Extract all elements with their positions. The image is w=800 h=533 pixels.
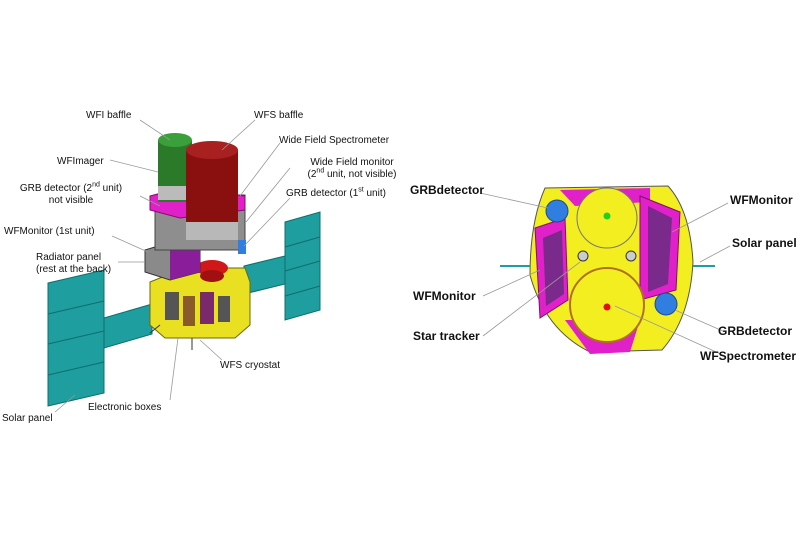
label-solar-panel-left: Solar panel (2, 413, 53, 424)
label-grb-detector-2-title: GRB detector (2nd unit) (19, 181, 123, 194)
label-grbdetector-top: GRBdetector (410, 183, 485, 197)
left-bus-body (149, 267, 251, 350)
label-wfmonitor-top: WFMonitor (730, 193, 793, 207)
label-wfi-baffle: WFI baffle (86, 110, 132, 121)
label-solar-panel-right: Solar panel (732, 236, 797, 250)
label-wfs-cryostat: WFS cryostat (220, 360, 281, 371)
label-radiator-panel: Radiator panel (rest at the back) (36, 252, 111, 276)
label-grb-detector-1: GRB detector (1st unit) (286, 186, 386, 199)
star-tracker-right-shape (625, 250, 637, 262)
label-star-tracker: Star tracker (413, 329, 480, 343)
grb-detector-top-shape (545, 199, 569, 223)
label-wfs-baffle: WFS baffle (254, 110, 304, 121)
label-radiator-panel-title: Radiator panel (36, 252, 102, 263)
label-wfimager: WFImager (57, 156, 104, 167)
label-grbdetector-bottom: GRBdetector (718, 324, 793, 338)
green-dot (603, 212, 611, 220)
label-grb-detector-2: GRB detector (2nd unit) not visible (6, 181, 136, 207)
label-wfmonitor-left: WFMonitor (413, 289, 476, 303)
label-wide-field-monitor-title: Wide Field monitor (310, 157, 394, 168)
grb-detector-bottom-shape (654, 292, 678, 316)
label-wide-field-monitor-note: (2nd unit, not visible) (307, 167, 397, 180)
wfs-baffle-shape (186, 141, 238, 240)
right-leader-lines (479, 192, 731, 357)
red-dot (603, 303, 611, 311)
grb-detector-1-shape (238, 240, 246, 254)
left-solar-panel (47, 269, 153, 407)
right-solar-panel (243, 211, 321, 321)
label-grb-detector-2-note: not visible (48, 195, 94, 206)
label-electronic-boxes: Electronic boxes (88, 402, 162, 413)
label-wide-field-spectrometer: Wide Field Spectrometer (279, 135, 390, 146)
left-leader-lines (54, 119, 291, 413)
left-spacecraft-view (47, 119, 321, 413)
label-wide-field-monitor: Wide Field monitor (2nd unit, not visibl… (292, 157, 412, 181)
label-wfspectrometer: WFSpectrometer (700, 349, 797, 363)
label-radiator-panel-note: (rest at the back) (36, 264, 112, 275)
right-spacecraft-view (479, 185, 731, 357)
label-wfmonitor-1st-unit: WFMonitor (1st unit) (4, 226, 95, 237)
star-tracker-left-shape (577, 250, 589, 262)
